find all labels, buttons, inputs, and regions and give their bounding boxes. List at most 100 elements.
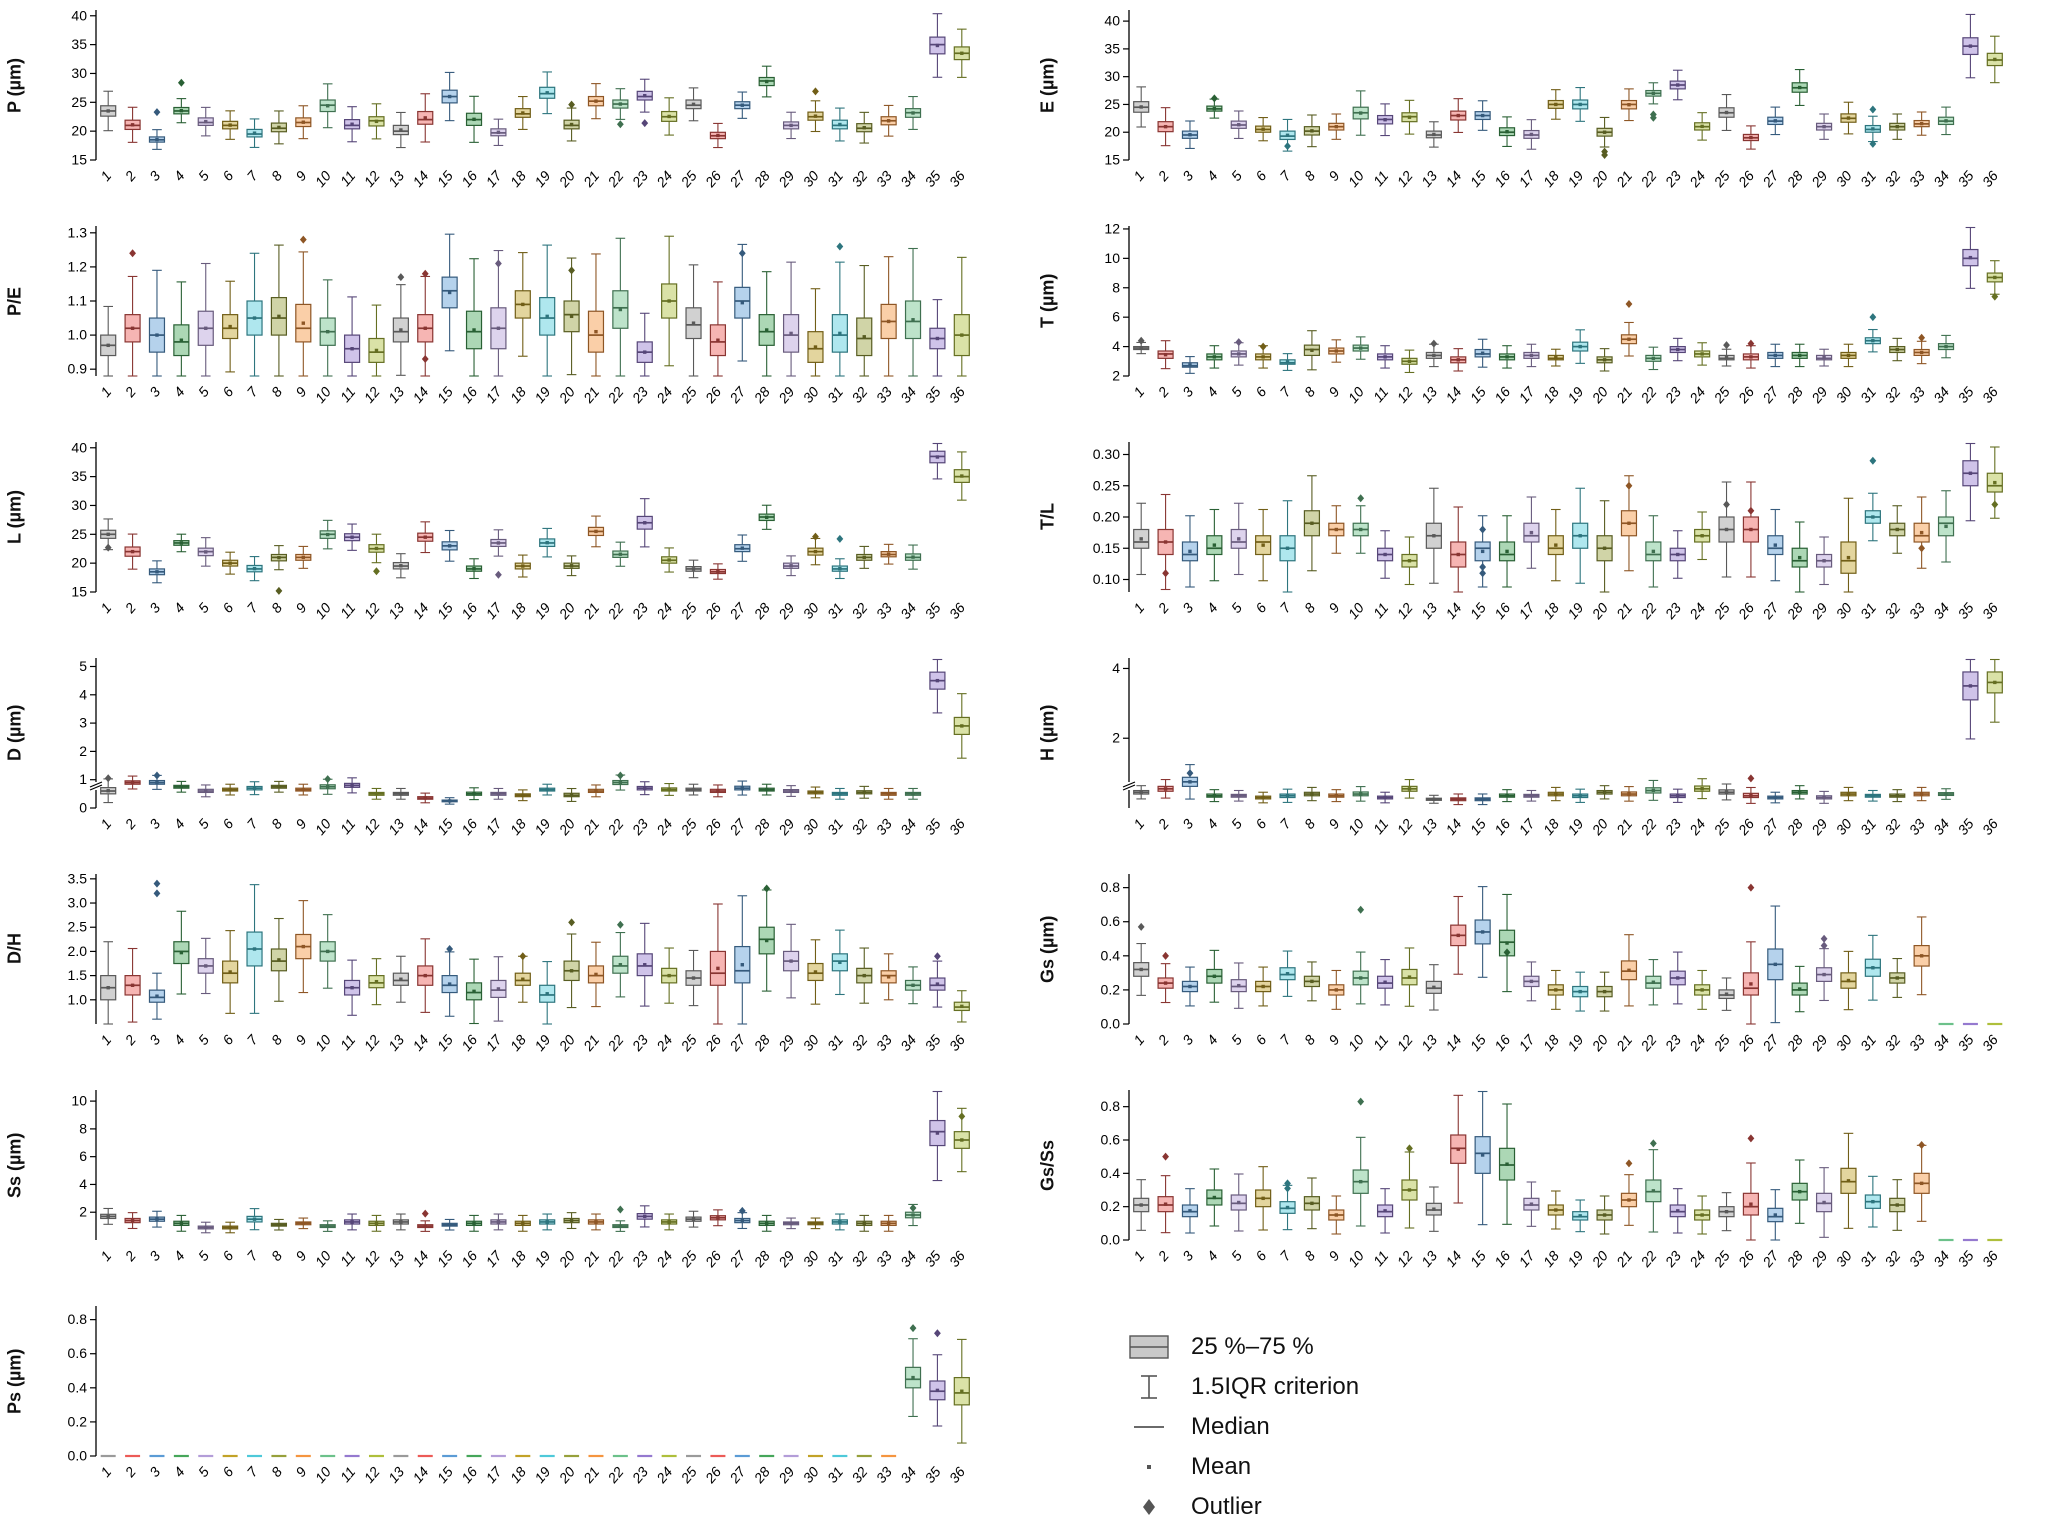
outlier-marker	[104, 774, 112, 783]
x-tick-label: 16	[1491, 383, 1513, 405]
x-tick-label: 7	[244, 815, 262, 832]
mean-marker	[1871, 794, 1875, 798]
x-tick-label: 15	[434, 815, 456, 837]
mean-marker	[1163, 1202, 1168, 1206]
x-tick-label: 8	[268, 599, 285, 615]
mean-marker	[1529, 794, 1534, 798]
mean-marker	[1310, 521, 1314, 525]
box-23	[636, 781, 653, 796]
y-tick-label: 25	[71, 94, 87, 110]
box-20	[563, 555, 580, 577]
x-tick-label: 34	[897, 815, 919, 837]
x-tick-label: 4	[1203, 1247, 1220, 1263]
mean-marker	[179, 338, 184, 342]
x-tick-label: 27	[1759, 167, 1783, 191]
mean-marker	[1480, 797, 1485, 801]
mean-marker	[1578, 534, 1582, 538]
x-tick-label: 28	[750, 599, 773, 622]
mean-marker	[1846, 1179, 1851, 1183]
outlier-marker	[1357, 905, 1365, 914]
box-35	[929, 442, 946, 480]
x-tick-label: 34	[897, 599, 919, 621]
box-8	[1303, 475, 1321, 572]
mean-marker	[1773, 353, 1778, 358]
mean-marker	[960, 1138, 964, 1142]
box-24	[1694, 342, 1711, 366]
x-tick-label: 25	[677, 383, 700, 406]
mean-marker	[1432, 797, 1436, 801]
mean-marker	[155, 570, 159, 574]
box-6	[222, 783, 239, 796]
y-tick-label: 30	[71, 497, 87, 513]
box-1	[100, 518, 117, 551]
mean-marker	[1919, 792, 1924, 796]
x-tick-label: 12	[1394, 599, 1416, 621]
box-16	[1498, 1103, 1516, 1225]
mean-marker	[1529, 353, 1534, 358]
outlier-marker	[1625, 481, 1633, 490]
x-tick-label: 6	[219, 1247, 236, 1263]
mean-marker	[1261, 543, 1265, 547]
mean-marker	[667, 787, 671, 792]
x-tick-label: 18	[507, 1463, 529, 1485]
mean-marker	[1993, 680, 1997, 685]
box-27	[1767, 1189, 1784, 1241]
box-24	[661, 947, 678, 1004]
box-31	[1864, 1175, 1881, 1228]
x-tick-label: 15	[434, 1463, 456, 1485]
x-tick-label: 4	[170, 1247, 187, 1263]
mean-marker	[1529, 530, 1534, 535]
y-tick-label: 0.0	[1101, 1232, 1121, 1248]
box-18	[514, 95, 531, 130]
mean-marker	[277, 1223, 281, 1227]
x-tick-label: 7	[244, 1247, 262, 1264]
mean-marker	[472, 328, 476, 332]
box-28	[758, 783, 775, 796]
mean-marker	[423, 326, 427, 330]
box-23	[1669, 337, 1686, 362]
mean-marker	[643, 93, 647, 98]
x-tick-label: 6	[1252, 599, 1269, 615]
x-tick-label: 21	[1612, 168, 1635, 191]
mean-marker	[301, 555, 306, 560]
y-tick-label: 1.0	[68, 991, 88, 1007]
mean-marker	[886, 975, 891, 979]
x-tick-label: 22	[1637, 167, 1660, 190]
box-12	[368, 304, 385, 377]
mean-marker	[789, 1221, 793, 1226]
mean-marker	[1895, 1203, 1899, 1207]
x-tick-label: 30	[800, 815, 822, 837]
box-17	[1523, 119, 1540, 150]
mean-marker	[1188, 549, 1192, 554]
box-25	[1718, 1192, 1735, 1232]
x-tick-label: 11	[1370, 816, 1392, 837]
x-tick-label: 20	[555, 1463, 578, 1486]
mean-marker	[1724, 1209, 1729, 1214]
mean-marker	[374, 792, 379, 796]
box-18	[1547, 89, 1564, 120]
x-tick-label: 17	[482, 1463, 505, 1486]
box-30	[1840, 786, 1857, 802]
mean-marker	[911, 1375, 915, 1380]
x-tick-label: 28	[1783, 383, 1806, 406]
x-tick-label: 7	[1277, 815, 1295, 832]
box-7	[1279, 950, 1296, 997]
mean-marker	[862, 555, 866, 560]
mean-marker	[594, 1220, 598, 1224]
x-tick-label: 22	[604, 815, 627, 838]
box-23	[1669, 1188, 1686, 1234]
x-tick-label: 2	[1154, 383, 1172, 400]
mean-marker	[1651, 356, 1656, 361]
box-21	[1620, 321, 1638, 357]
box-20	[1596, 116, 1613, 148]
box-32	[1889, 789, 1906, 803]
x-tick-label: 30	[800, 383, 822, 405]
mean-marker	[228, 561, 232, 565]
box-23	[636, 312, 653, 377]
box-25	[1718, 977, 1735, 1011]
y-tick-label: 0.4	[1101, 1165, 1121, 1181]
x-tick-label: 34	[1930, 599, 1952, 621]
x-tick-label: 16	[1491, 599, 1513, 621]
x-tick-label: 21	[1612, 816, 1635, 839]
